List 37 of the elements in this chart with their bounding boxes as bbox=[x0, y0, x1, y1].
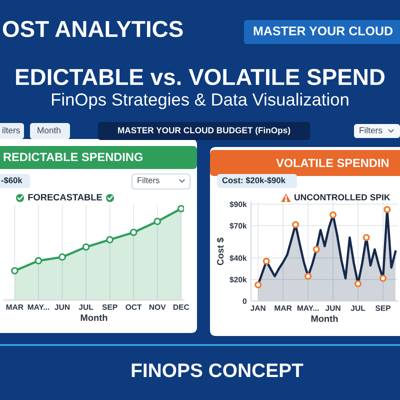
point bbox=[11, 267, 18, 274]
point bbox=[82, 243, 90, 251]
chart-subtitle: UNCONTROLLED SPIK bbox=[294, 194, 390, 200]
text: Filters bbox=[360, 126, 382, 134]
point bbox=[106, 236, 114, 244]
point bbox=[58, 253, 66, 261]
x-axis-title: Month bbox=[311, 315, 338, 322]
chart-title: VOLATILE SPENDIN bbox=[276, 158, 388, 168]
point bbox=[384, 206, 391, 214]
text: Cost: $20k-$90k bbox=[222, 176, 286, 184]
text: MASTER YOUR CLOUD bbox=[254, 26, 393, 36]
text: OST ANALYTICS bbox=[2, 20, 183, 38]
text: FINOPS CONCEPT bbox=[132, 363, 304, 378]
text: ilters bbox=[2, 126, 20, 134]
text: FinOps Strategies & Data Visualization bbox=[52, 92, 348, 110]
point bbox=[379, 274, 387, 282]
point bbox=[34, 257, 42, 264]
point bbox=[354, 280, 362, 288]
point bbox=[154, 218, 162, 226]
text: -$60k bbox=[1, 176, 22, 184]
text: Filters bbox=[138, 177, 160, 184]
y-axis-title: Cost $ bbox=[216, 238, 224, 266]
x-axis-title: Month bbox=[80, 314, 108, 321]
point bbox=[304, 272, 312, 280]
point bbox=[130, 228, 138, 236]
point bbox=[254, 281, 262, 288]
point bbox=[312, 246, 320, 253]
point bbox=[177, 205, 184, 212]
chart-title: REDICTABLE SPENDING bbox=[4, 152, 142, 162]
point bbox=[330, 211, 337, 218]
text: EDICTABLE vs. VOLATILE SPEND bbox=[16, 68, 385, 86]
point bbox=[292, 221, 300, 228]
point bbox=[262, 258, 270, 265]
point bbox=[362, 234, 370, 242]
text: MASTER YOUR CLOUD BUDGET (FinOps) bbox=[118, 126, 290, 136]
chart-subtitle: FORECASTABLE bbox=[28, 194, 102, 200]
text: Month bbox=[38, 126, 60, 134]
